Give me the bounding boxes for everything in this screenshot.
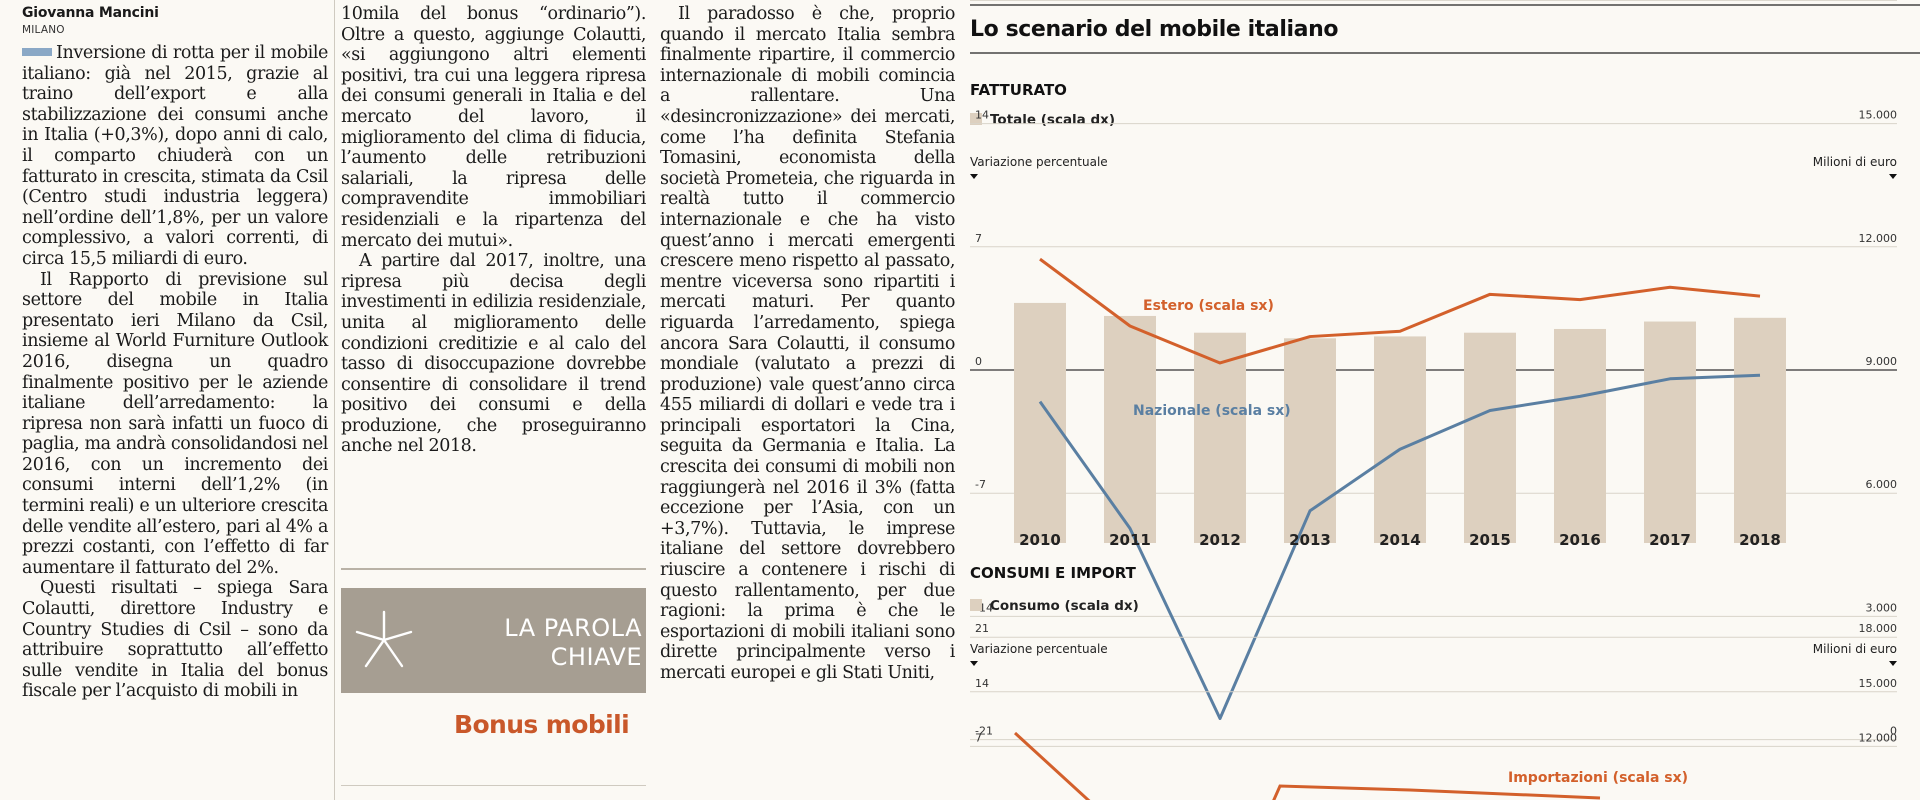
- chart-marks: 2118.0001415.000712.00009.000-76.000-143…: [975, 109, 1898, 738]
- article-column-3: Il paradosso è che, proprio quando il me…: [660, 4, 955, 684]
- keyword-top-rule: [341, 568, 646, 570]
- y-tick-label-right: 0: [1890, 725, 1897, 738]
- y-tick-label-left: 14: [975, 109, 989, 122]
- article-paragraph: 10mila del bonus “ordinario”). Oltre a q…: [341, 4, 646, 251]
- dateline-city: MILANO: [22, 24, 65, 36]
- keyword-label-line2: CHIAVE: [550, 643, 642, 671]
- legend-label: Consumo (scala dx): [990, 598, 1139, 614]
- x-tick-label: 2011: [1109, 531, 1151, 549]
- chart-fatturato: FATTURATO Totale (scala dx) Variazione p…: [970, 0, 1898, 741]
- article-paragraph: Il Rapporto di previsione sul settore de…: [22, 269, 328, 578]
- article-paragraph: Inversione di rotta per il mobile italia…: [22, 43, 328, 269]
- series-line-nazionale: [1038, 373, 1761, 720]
- x-tick-label: 2016: [1559, 531, 1601, 549]
- series-label-nazionale: Nazionale (scala sx): [1133, 403, 1291, 419]
- column-divider: [334, 0, 335, 800]
- bar-2013: [1284, 338, 1336, 543]
- chart-title: CONSUMI E IMPORT: [970, 564, 1137, 582]
- y-tick-label-left: 0: [975, 355, 982, 368]
- article-column-1: Giovanna Mancini MILANO Inversione di ro…: [22, 4, 328, 702]
- keyword-title: Bonus mobili: [454, 710, 630, 739]
- asterisk-icon: [355, 610, 413, 668]
- chart-plot-area: [970, 0, 1897, 741]
- y-tick-label-right: 3.000: [1866, 601, 1898, 614]
- keyword-bottom-rule: [341, 785, 646, 786]
- chart-panel: Lo scenario del mobile italiano FATTURAT…: [955, 0, 1920, 800]
- y-tick-label-left: 7: [975, 232, 982, 245]
- author-name: Giovanna Mancini: [22, 5, 159, 21]
- y-tick-label-right: 6.000: [1866, 478, 1898, 491]
- y-tick-label-right: 15.000: [1859, 677, 1898, 690]
- chart-consumi-import: CONSUMI E IMPORT Consumo (scala dx) Vari…: [970, 564, 1897, 800]
- x-tick-label: 2015: [1469, 531, 1511, 549]
- legend-swatch: [970, 113, 982, 125]
- x-tick-label: 2013: [1289, 531, 1331, 549]
- section-mark: [22, 48, 52, 56]
- bar-2011: [1104, 315, 1156, 543]
- bar-2016: [1554, 328, 1606, 543]
- article-column-2: 10mila del bonus “ordinario”). Oltre a q…: [341, 4, 646, 457]
- bar-2014: [1374, 336, 1426, 543]
- y-axis-label-right: Milioni di euro: [1813, 642, 1897, 656]
- article-paragraph: Questi risultati – spiega Sara Colautti,…: [22, 578, 328, 702]
- y-tick-label-left: 14: [975, 677, 989, 690]
- bar-2018: [1734, 317, 1786, 543]
- legend-swatch: [970, 599, 982, 611]
- x-tick-label: 2010: [1019, 531, 1061, 549]
- y-tick-label-right: 12.000: [1859, 731, 1898, 744]
- chart-marks: 21 18.000 14 15.000 7 12.000: [970, 622, 1897, 800]
- series-label-estero: Estero (scala sx): [1143, 298, 1274, 314]
- x-tick-label: 2018: [1739, 531, 1781, 549]
- y-tick-label-right: 9.000: [1866, 355, 1898, 368]
- chart-title: FATTURATO: [970, 81, 1067, 99]
- series-line-estero: [1039, 257, 1761, 365]
- x-tick-label: 2017: [1649, 531, 1691, 549]
- bar-2017: [1644, 321, 1696, 543]
- y-tick-label-right: 18.000: [1859, 622, 1898, 635]
- y-tick-label-left: 7: [975, 731, 982, 744]
- y-axis-label-left: Variazione percentuale: [970, 155, 1108, 169]
- y-tick-label-left: -7: [975, 478, 986, 491]
- y-axis-label-right: Milioni di euro: [1813, 155, 1897, 169]
- bar-2015: [1464, 332, 1516, 543]
- x-tick-label: 2014: [1379, 531, 1421, 549]
- y-tick-label-left: -21: [975, 725, 993, 738]
- y-axis-label-left: Variazione percentuale: [970, 642, 1108, 656]
- series-label-importazioni: Importazioni (scala sx): [1508, 770, 1688, 786]
- y-axis-arrow-right: [1889, 661, 1897, 666]
- keyword-label-line1: LA PAROLA: [504, 614, 642, 642]
- x-tick-label: 2012: [1199, 531, 1241, 549]
- series-line-importazioni: [1272, 784, 1601, 800]
- y-axis-arrow-left: [970, 661, 978, 666]
- keyword-box: [341, 588, 646, 693]
- bar-2012: [1194, 332, 1246, 543]
- article-paragraph: Il paradosso è che, proprio quando il me…: [660, 4, 955, 683]
- chart-section-title: Lo scenario del mobile italiano: [970, 17, 1338, 42]
- y-axis-arrow-left: [970, 174, 978, 179]
- y-tick-label-left: 21: [975, 622, 989, 635]
- article-paragraph: A partire dal 2017, inoltre, una ripresa…: [341, 251, 646, 457]
- legend-label: Totale (scala dx): [990, 112, 1115, 128]
- series-line-importazioni: [1013, 731, 1091, 800]
- y-tick-label-right: 15.000: [1859, 109, 1898, 122]
- y-tick-label-right: 12.000: [1859, 232, 1898, 245]
- bar-2010: [1014, 302, 1066, 543]
- y-axis-arrow-right: [1889, 174, 1897, 179]
